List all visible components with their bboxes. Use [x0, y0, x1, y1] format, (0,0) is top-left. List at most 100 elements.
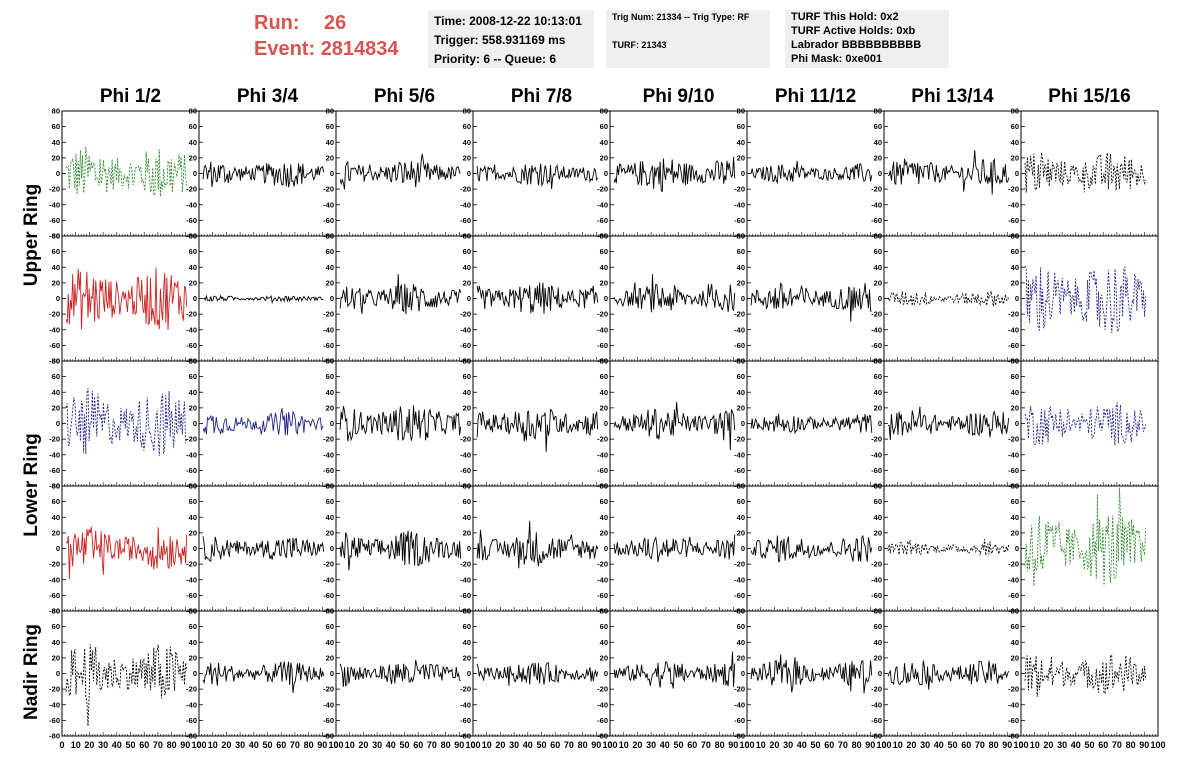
turf-active-line: TURF Active Holds: 0xb [791, 25, 916, 37]
y-tick-label: -60 [323, 466, 334, 475]
y-tick-label: -20 [734, 560, 745, 569]
y-tick-label: 60 [1011, 622, 1019, 631]
y-tick-label: -80 [49, 232, 60, 241]
waveform-trace [476, 520, 599, 569]
x-tick-label: 0 [881, 740, 886, 750]
y-tick-label: 40 [737, 388, 745, 397]
x-tick-label: 20 [495, 740, 505, 750]
x-tick-label: 50 [536, 740, 546, 750]
x-tick-label: 90 [1139, 740, 1149, 750]
y-tick-label: 60 [189, 497, 197, 506]
y-tick-label: 80 [1011, 232, 1019, 241]
y-tick-label: -60 [1008, 216, 1019, 225]
y-tick-label: 40 [189, 138, 197, 147]
y-tick-label: 0 [878, 669, 882, 678]
waveform-trace [202, 408, 324, 436]
x-tick-label: 50 [125, 740, 135, 750]
y-tick-label: -20 [871, 560, 882, 569]
y-tick-label: -40 [49, 450, 60, 459]
y-tick-label: -20 [871, 685, 882, 694]
trigger-line: Trigger: 558.931169 ms [434, 33, 566, 47]
x-tick-label: 90 [317, 740, 327, 750]
x-tick-label: 40 [523, 740, 533, 750]
turf-hold-line: TURF This Hold: 0x2 [791, 11, 899, 23]
y-tick-label: 40 [189, 388, 197, 397]
x-tick-label: 20 [1043, 740, 1053, 750]
y-tick-label: 20 [1011, 403, 1019, 412]
y-tick-label: -20 [186, 185, 197, 194]
y-tick-label: 60 [737, 497, 745, 506]
y-tick-label: -40 [186, 700, 197, 709]
y-tick-label: 20 [189, 153, 197, 162]
y-tick-label: 0 [741, 419, 745, 428]
x-tick-label: 10 [345, 740, 355, 750]
y-tick-label: 60 [874, 497, 882, 506]
y-tick-label: -40 [1008, 700, 1019, 709]
column-header: Phi 15/16 [1048, 86, 1131, 107]
waveform-trace [476, 408, 599, 452]
x-tick-label: 80 [578, 740, 588, 750]
y-tick-label: 80 [1011, 107, 1019, 116]
x-tick-label: 30 [1057, 740, 1067, 750]
y-tick-label: -40 [460, 200, 471, 209]
y-tick-label: -40 [597, 325, 608, 334]
x-tick-label: 100 [465, 740, 480, 750]
y-tick-label: -40 [49, 575, 60, 584]
event-label: Event: [254, 38, 316, 60]
y-tick-label: 40 [737, 263, 745, 272]
y-tick-label: 60 [600, 122, 608, 131]
x-tick-label: 30 [920, 740, 930, 750]
y-tick-label: -20 [186, 310, 197, 319]
y-tick-label: 20 [189, 278, 197, 287]
x-tick-label: 100 [739, 740, 754, 750]
x-tick-label: 80 [1126, 740, 1136, 750]
y-tick-label: -60 [734, 466, 745, 475]
y-tick-label: -80 [1008, 732, 1019, 741]
y-tick-label: 20 [874, 153, 882, 162]
y-tick-label: 40 [52, 263, 60, 272]
y-tick-label: -20 [1008, 185, 1019, 194]
x-tick-label: 20 [632, 740, 642, 750]
y-tick-label: -60 [734, 716, 745, 725]
y-tick-label: 20 [737, 278, 745, 287]
x-tick-label: 90 [180, 740, 190, 750]
y-tick-label: 40 [326, 388, 334, 397]
y-tick-label: -20 [1008, 560, 1019, 569]
y-tick-label: -40 [460, 700, 471, 709]
column-header: Phi 7/8 [510, 86, 573, 107]
y-tick-label: 0 [56, 419, 60, 428]
y-tick-label: 20 [463, 653, 471, 662]
waveform-trace [203, 294, 324, 305]
waveform-trace [65, 146, 188, 197]
y-tick-label: 80 [600, 357, 608, 366]
column-header: Phi 5/6 [373, 86, 436, 107]
y-tick-label: -40 [871, 575, 882, 584]
y-tick-label: 0 [604, 669, 608, 678]
x-tick-label: 30 [372, 740, 382, 750]
x-tick-label: 90 [1002, 740, 1012, 750]
x-tick-label: 60 [687, 740, 697, 750]
y-tick-label: 0 [330, 544, 334, 553]
y-tick-label: 20 [874, 653, 882, 662]
y-tick-label: 0 [878, 544, 882, 553]
panel-frame [1020, 110, 1159, 237]
y-tick-label: -60 [871, 466, 882, 475]
y-tick-label: 20 [600, 403, 608, 412]
y-tick-label: -40 [734, 325, 745, 334]
y-tick-label: 0 [878, 169, 882, 178]
y-tick-label: -60 [734, 216, 745, 225]
y-tick-label: -20 [49, 310, 60, 319]
x-tick-label: 70 [975, 740, 985, 750]
y-tick-label: -20 [460, 685, 471, 694]
y-tick-label: -60 [323, 341, 334, 350]
waveform-trace [339, 153, 461, 190]
x-tick-label: 100 [328, 740, 343, 750]
